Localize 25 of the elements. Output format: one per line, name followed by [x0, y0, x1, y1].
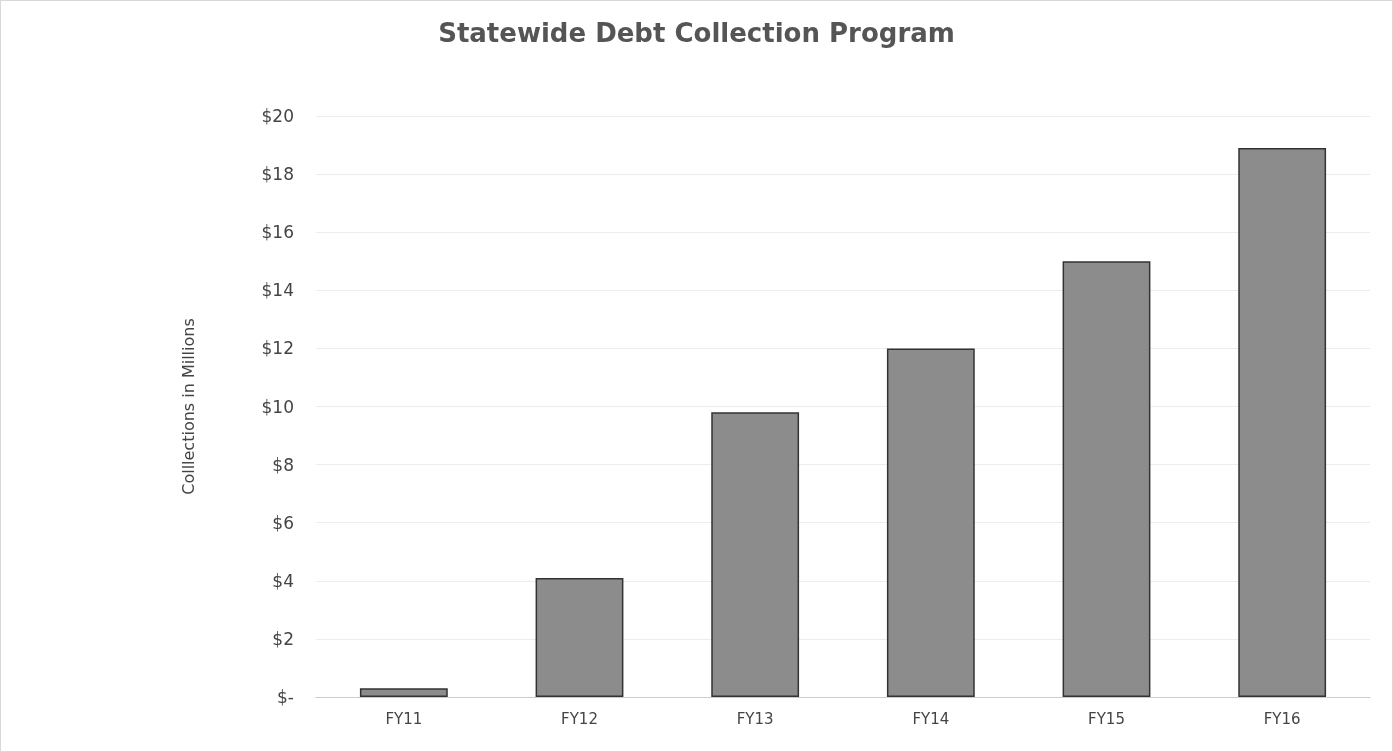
x-tick-label: FY12 [561, 709, 598, 728]
bar [535, 577, 624, 697]
bar [886, 348, 975, 697]
chart-title: Statewide Debt Collection Program [438, 18, 955, 48]
x-tick-label: FY13 [736, 709, 774, 728]
bar [359, 688, 448, 697]
y-tick-label: $- [277, 687, 294, 707]
x-tick-label: FY16 [1263, 709, 1301, 728]
y-tick-label: $12 [261, 338, 294, 359]
y-tick-label: $14 [261, 280, 294, 301]
y-tick-label: $8 [272, 454, 294, 475]
x-tick-label: FY15 [1088, 709, 1125, 728]
y-tick-label: $10 [261, 396, 294, 417]
x-tick-label: FY11 [385, 709, 423, 728]
y-tick-label: $20 [261, 106, 294, 126]
y-tick-label: $4 [272, 570, 294, 591]
x-tick-label: FY14 [912, 709, 950, 728]
bar [711, 412, 800, 697]
y-tick-label: $6 [272, 512, 294, 533]
bar [1238, 147, 1327, 697]
bar [1062, 261, 1151, 697]
y-tick-label: $18 [261, 164, 294, 185]
y-axis-title: Colllections in Millions [178, 318, 198, 495]
y-tick-label: $16 [261, 222, 294, 243]
y-tick-label: $2 [272, 628, 294, 649]
